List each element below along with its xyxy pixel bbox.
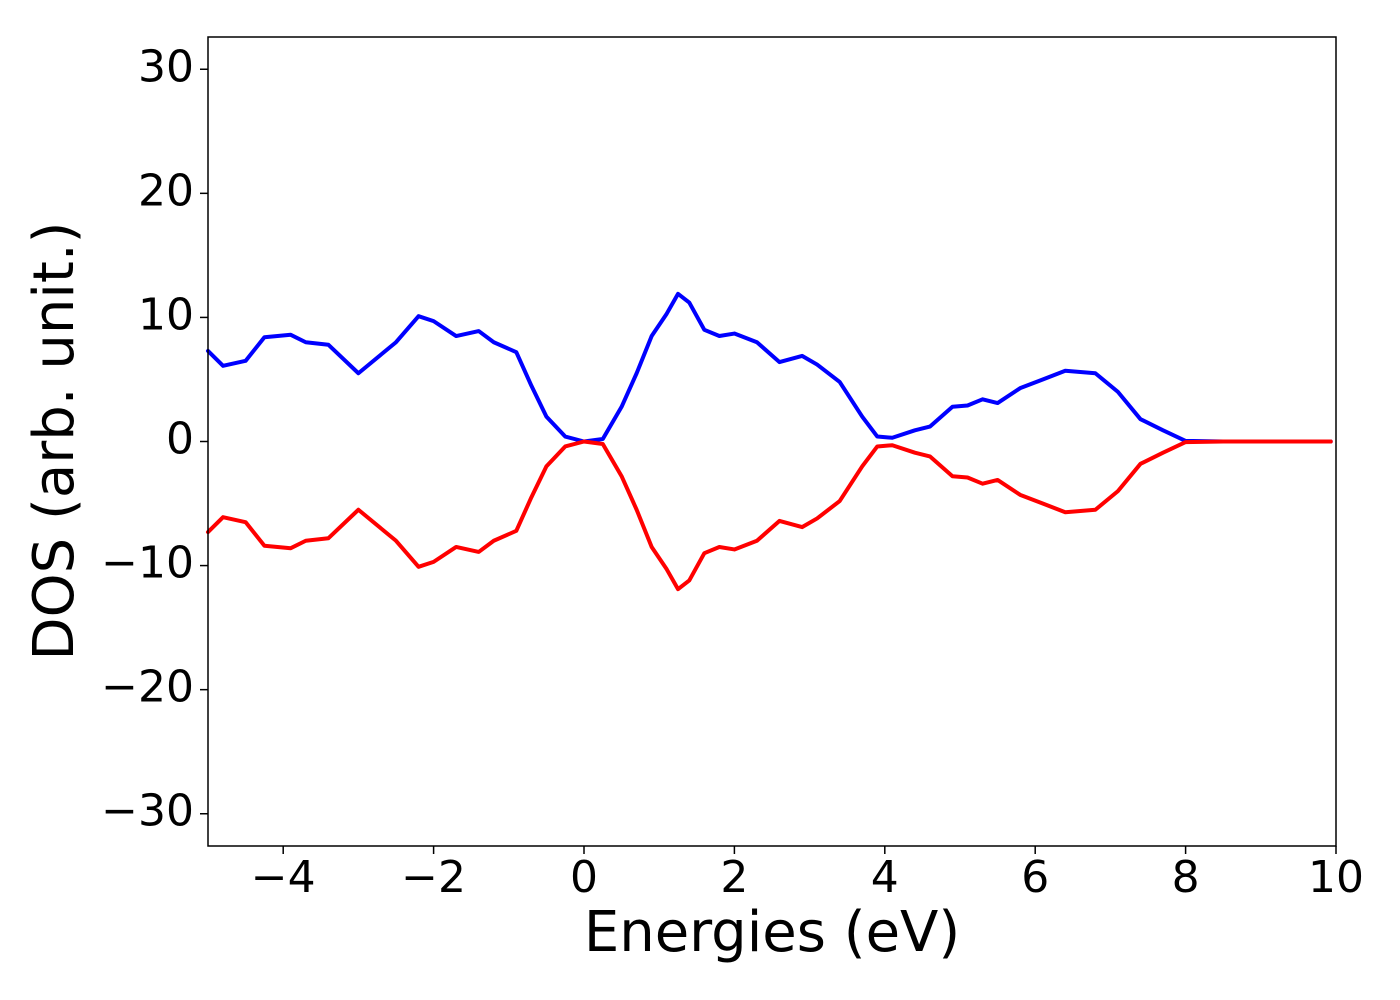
x-tick-label: 4 bbox=[871, 852, 899, 903]
series-line bbox=[206, 291, 1333, 444]
series-line bbox=[206, 439, 1333, 592]
x-tick-label: 10 bbox=[1308, 852, 1364, 903]
plot-frame bbox=[207, 36, 1337, 847]
y-tick-label: −30 bbox=[101, 786, 194, 837]
y-axis-label: DOS (arb. unit.) bbox=[22, 221, 87, 660]
y-tick-label: −20 bbox=[101, 662, 194, 713]
x-axis-label: Energies (eV) bbox=[584, 900, 960, 965]
x-tick-label: 6 bbox=[1021, 852, 1049, 903]
y-tick-label: 20 bbox=[138, 165, 194, 216]
x-tick-label: 0 bbox=[570, 852, 598, 903]
x-tick-label: −2 bbox=[401, 852, 466, 903]
x-tick-label: 2 bbox=[720, 852, 748, 903]
y-tick-label: 10 bbox=[138, 289, 194, 340]
y-tick-label: 30 bbox=[138, 41, 194, 92]
y-tick-label: −10 bbox=[101, 538, 194, 589]
x-tick-label: −4 bbox=[251, 852, 316, 903]
y-tick-label: 0 bbox=[166, 414, 194, 465]
x-tick-label: 8 bbox=[1172, 852, 1200, 903]
